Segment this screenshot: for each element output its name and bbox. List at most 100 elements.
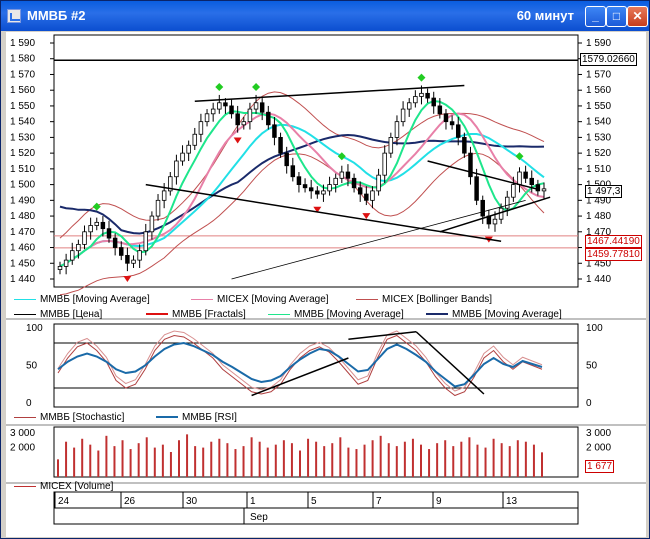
candle-body	[229, 105, 234, 115]
legend-item[interactable]: ММВБ [RSI]	[156, 412, 237, 423]
candle-body	[437, 105, 443, 115]
panel-frame	[53, 323, 579, 408]
price-tick-label-right: 1 470	[586, 227, 611, 238]
candle-body	[241, 121, 247, 126]
price-tick-label-right: 1 450	[586, 258, 611, 269]
price-tick-label-left: 1 460	[10, 243, 35, 254]
legend-item[interactable]: ММВБ [Fractals]	[146, 309, 246, 320]
price-tick-label-right: 1 490	[586, 195, 611, 206]
minimize-button[interactable]: _	[585, 6, 606, 27]
fractal-down-marker	[313, 206, 322, 213]
price-tick-label-left: 1 570	[10, 69, 35, 80]
price-tick-label-left: 1 440	[10, 274, 35, 285]
month-label: Sep	[250, 512, 268, 523]
candle-body	[333, 177, 338, 186]
price-tick-label-right: 1 550	[586, 101, 611, 112]
candle-body	[278, 137, 283, 154]
date-label: 24	[58, 496, 70, 507]
volume-current-label: 1 677	[585, 460, 615, 473]
osc-tick-label-right: 0	[586, 398, 592, 409]
price-tick-label-left: 1 500	[10, 180, 35, 191]
candle-body	[57, 266, 63, 270]
candle-body	[174, 160, 179, 178]
fractal-down-marker	[362, 213, 371, 220]
candle-body	[302, 184, 308, 189]
candle-body	[266, 111, 271, 126]
candle-body	[541, 188, 547, 192]
fractal-up-marker	[337, 152, 346, 161]
price-tick-label-left: 1 540	[10, 117, 35, 128]
current-price-label: 1 497,3	[585, 185, 623, 198]
price-tick-label-left: 1 480	[10, 211, 35, 222]
legend-item[interactable]: MICEX [Moving Average]	[191, 294, 329, 305]
candle-body	[290, 165, 296, 178]
volume-tick-label-right: 2 000	[586, 443, 611, 454]
candle-body	[351, 177, 357, 189]
legend-swatch	[14, 485, 36, 487]
candle-body	[468, 152, 473, 178]
period-label: 60 минут	[516, 8, 574, 23]
price-tick-label-left: 1 530	[10, 132, 35, 143]
candle-body	[204, 113, 210, 123]
legend-item[interactable]: MICEX [Volume]	[14, 481, 113, 492]
candle-body	[376, 174, 381, 192]
candle-body	[100, 221, 106, 230]
candle-body	[419, 92, 424, 97]
candle-body	[406, 102, 412, 110]
candle-body	[462, 137, 467, 154]
candle-body	[364, 193, 369, 201]
legend-item[interactable]: ММВБ [Moving Average]	[426, 309, 562, 320]
trendline-support	[439, 196, 551, 233]
legend-swatch	[14, 416, 36, 418]
candle-body	[223, 102, 228, 107]
date-label: 30	[186, 496, 198, 507]
legend-swatch	[146, 313, 168, 316]
candle-body	[480, 199, 485, 217]
candle-body	[388, 137, 394, 154]
price-tick-label-right: 1 560	[586, 85, 611, 96]
candle-body	[168, 176, 173, 192]
candle-body	[70, 250, 75, 261]
legend-item[interactable]: ММВБ [Stochastic]	[14, 412, 124, 423]
bollinger-upper	[59, 91, 545, 239]
app-icon	[7, 9, 21, 23]
candle-body	[339, 171, 345, 179]
candle-body	[247, 108, 253, 123]
legend-swatch	[191, 298, 213, 300]
stochastic-signal-line	[57, 330, 543, 392]
candle-body	[449, 121, 455, 126]
candle-body	[431, 97, 436, 107]
title-bar[interactable]: ММВБ #2 60 минут _ □ ✕	[1, 1, 649, 31]
candle-body	[192, 133, 198, 146]
price-tick-label-left: 1 520	[10, 148, 35, 159]
legend-swatch	[156, 416, 178, 419]
close-button[interactable]: ✕	[627, 6, 648, 27]
fractal-up-marker	[417, 73, 426, 82]
price-tick-label-left: 1 490	[10, 195, 35, 206]
legend-item[interactable]: ММВБ [Moving Average]	[14, 294, 150, 305]
legend-item[interactable]: ММВБ [Moving Average]	[268, 309, 404, 320]
candle-body	[284, 152, 289, 167]
candle-body	[321, 190, 326, 195]
candle-body	[143, 231, 149, 252]
price-tick-label-right: 1 540	[586, 117, 611, 128]
legend-item[interactable]: MICEX [Bollinger Bands]	[356, 294, 492, 305]
price-tick-label-left: 1 560	[10, 85, 35, 96]
maximize-button[interactable]: □	[606, 6, 627, 27]
candle-body	[186, 144, 191, 154]
candle-body	[88, 225, 93, 233]
date-label: 1	[250, 496, 256, 507]
candle-body	[315, 190, 320, 195]
chart-area[interactable]: 1 590 1 580 1 570 1 560 1 550 1 540 1 530 1 520…	[6, 32, 646, 537]
volume-tick-label-right: 3 000	[586, 428, 611, 439]
volume-tick-label-left: 3 000	[10, 428, 35, 439]
candle-body	[272, 124, 277, 138]
candle-body	[455, 124, 461, 138]
legend-item[interactable]: ММВБ [Цена]	[14, 309, 102, 320]
candle-body	[198, 121, 204, 135]
price-tick-label-right: 1 440	[586, 274, 611, 285]
legend-swatch	[356, 298, 378, 300]
candle-body	[511, 184, 516, 198]
candle-body	[82, 231, 87, 245]
